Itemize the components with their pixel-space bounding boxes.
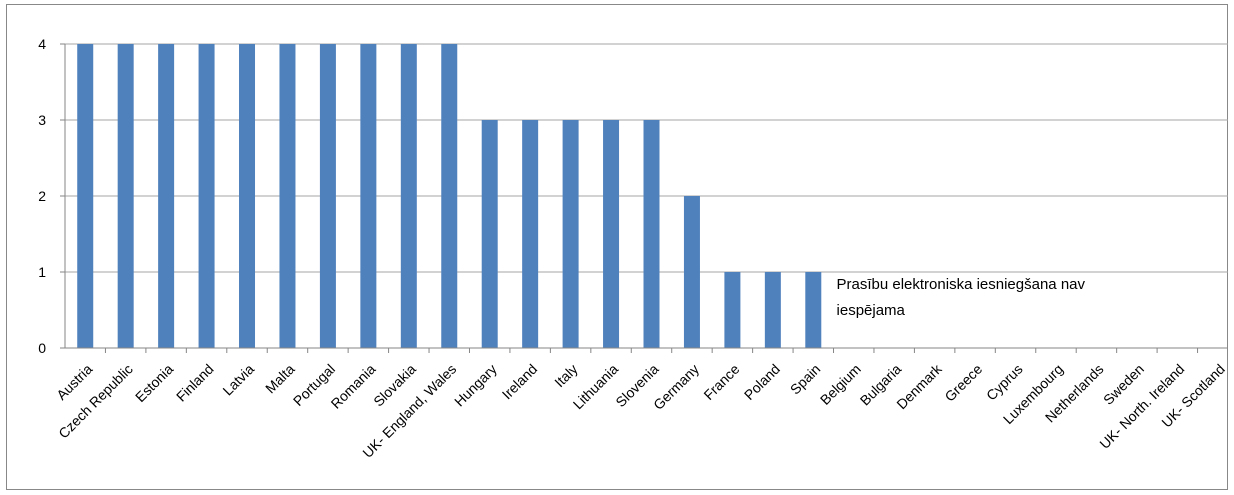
x-tick-label: Poland <box>741 361 783 403</box>
x-tick-label: Greece <box>941 361 985 405</box>
y-tick-label: 4 <box>38 36 46 52</box>
y-tick-labels: 0 1 2 3 4 <box>38 36 46 356</box>
bar-2 <box>158 44 175 348</box>
bar-18 <box>805 272 822 348</box>
bar-14 <box>643 120 660 348</box>
x-tick-label: Romania <box>328 361 379 412</box>
bars <box>77 44 822 348</box>
bar-12 <box>562 120 579 348</box>
bar-13 <box>603 120 620 348</box>
bar-15 <box>683 196 700 348</box>
bar-3 <box>198 44 215 348</box>
x-tick-label: Malta <box>262 361 298 397</box>
bar-17 <box>764 272 781 348</box>
axes <box>60 43 1228 353</box>
bar-10 <box>481 120 498 348</box>
x-tick-label: Belgium <box>817 361 864 408</box>
bar-4 <box>239 44 256 348</box>
y-tick-label: 3 <box>38 112 46 128</box>
annotation-line-2: iespējama <box>837 302 906 319</box>
x-tick-label: Italy <box>551 361 580 390</box>
x-tick-label: Estonia <box>132 361 176 405</box>
bar-1 <box>117 44 134 348</box>
bar-9 <box>441 44 458 348</box>
x-tick-label: Latvia <box>219 361 257 399</box>
y-tick-label: 2 <box>38 188 46 204</box>
bar-5 <box>279 44 296 348</box>
y-tick-label: 1 <box>38 264 46 280</box>
x-tick-label: Denmark <box>893 360 945 412</box>
annotation-line-1: Prasību elektroniska iesniegšana nav <box>837 276 1086 293</box>
x-tick-label: Ireland <box>499 361 541 403</box>
bar-11 <box>522 120 539 348</box>
x-tick-label: Hungary <box>451 361 500 410</box>
x-tick-label: Finland <box>173 361 217 405</box>
bar-0 <box>77 44 94 348</box>
bar-16 <box>724 272 741 348</box>
x-tick-label: Spain <box>787 361 824 398</box>
x-tick-label: France <box>700 361 742 403</box>
bar-7 <box>360 44 377 348</box>
y-tick-label: 0 <box>38 340 46 356</box>
x-tick-label: Czech Republic <box>55 361 136 442</box>
bar-6 <box>319 44 336 348</box>
x-tick-label: Lithuania <box>570 361 622 413</box>
bar-8 <box>400 44 417 348</box>
